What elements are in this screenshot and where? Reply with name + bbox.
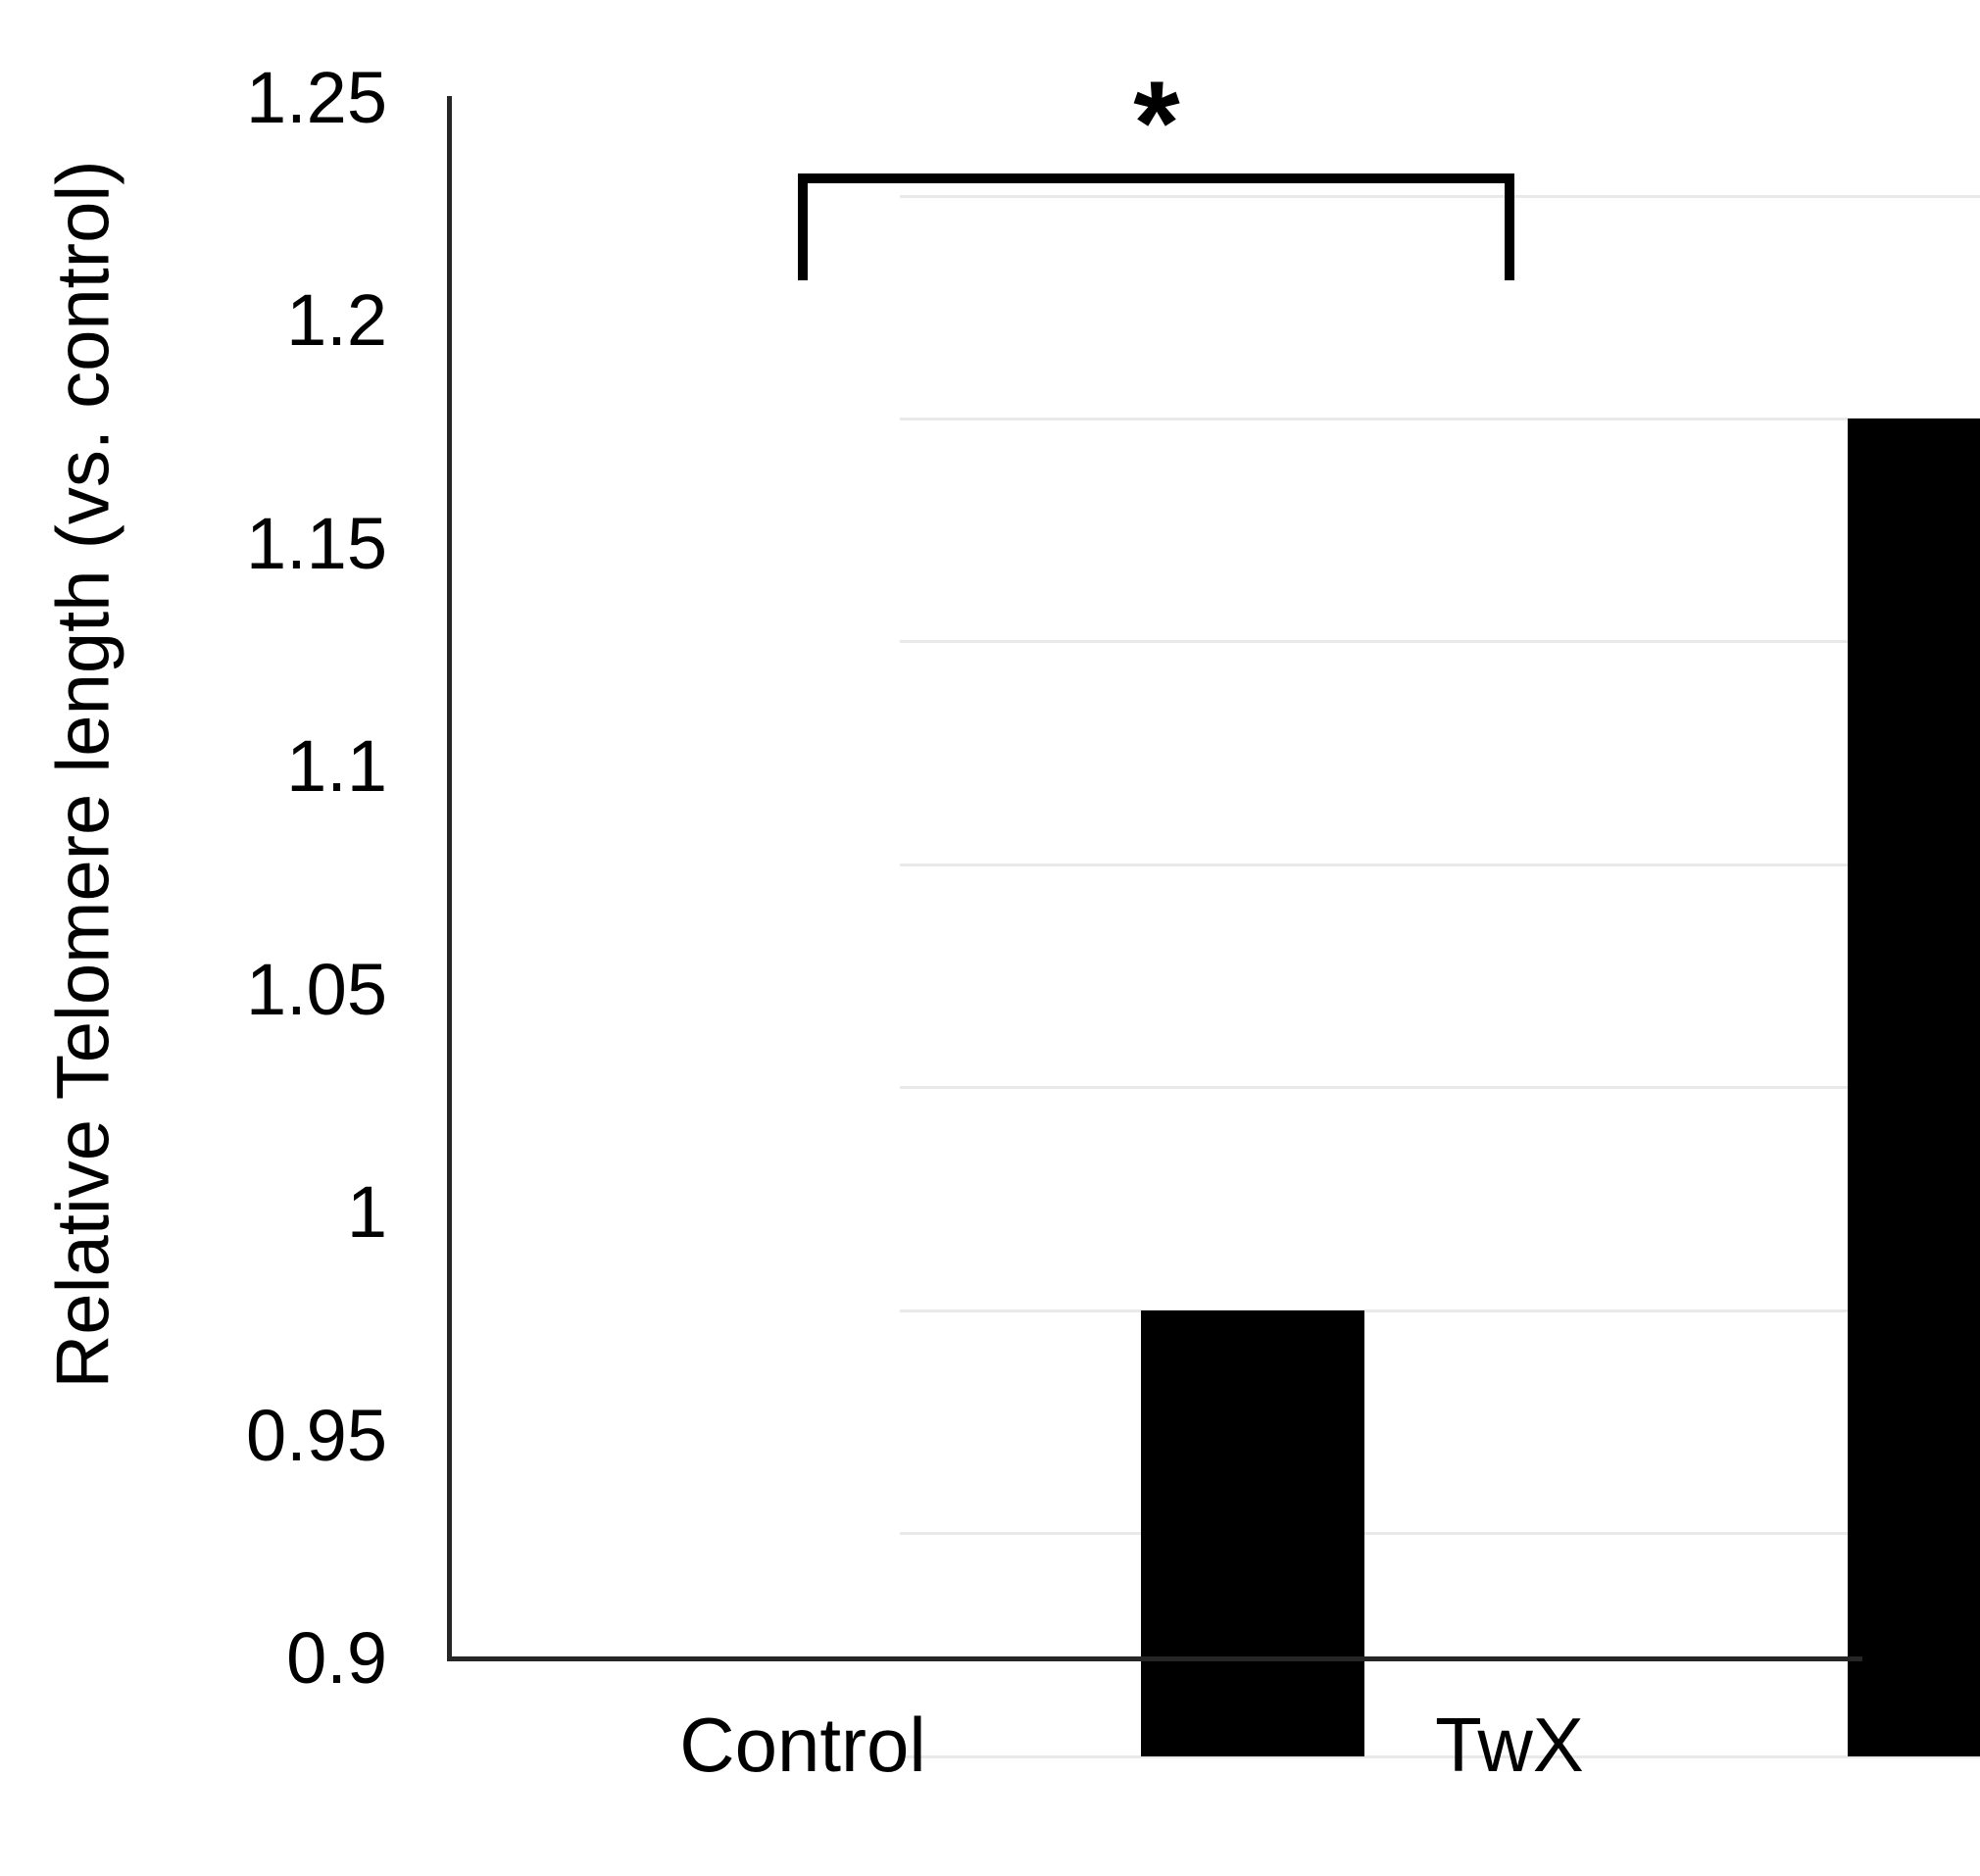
plot-area (450, 98, 1980, 1758)
gridline (900, 1086, 1980, 1089)
bar-control (1141, 1310, 1364, 1756)
y-tick-label: 0.9 (286, 1617, 387, 1699)
y-tick-label: 1.25 (245, 57, 387, 138)
bracket-left-arm (798, 173, 808, 280)
x-category-label: TwX (1435, 1702, 1584, 1788)
gridline (900, 864, 1980, 866)
y-axis-line (447, 96, 452, 1660)
bracket-crossbar (798, 173, 1514, 183)
gridline (900, 1755, 1980, 1758)
bracket-right-arm (1505, 173, 1514, 280)
bar-twx (1848, 419, 1980, 1756)
gridline (900, 640, 1980, 643)
gridline (900, 418, 1980, 420)
y-tick-label: 1.1 (286, 725, 387, 807)
y-tick-label: 1.2 (286, 279, 387, 361)
x-category-label: Control (679, 1702, 926, 1788)
gridline (900, 1532, 1980, 1535)
y-tick-label: 0.95 (245, 1395, 387, 1476)
y-tick-label: 1 (346, 1171, 387, 1253)
y-tick-label: 1.15 (245, 503, 387, 584)
gridline (900, 195, 1980, 198)
y-tick-label: 1.05 (245, 949, 387, 1030)
x-axis-line (447, 1656, 1862, 1661)
significance-asterisk: * (1133, 56, 1180, 189)
gridline (900, 1309, 1980, 1312)
